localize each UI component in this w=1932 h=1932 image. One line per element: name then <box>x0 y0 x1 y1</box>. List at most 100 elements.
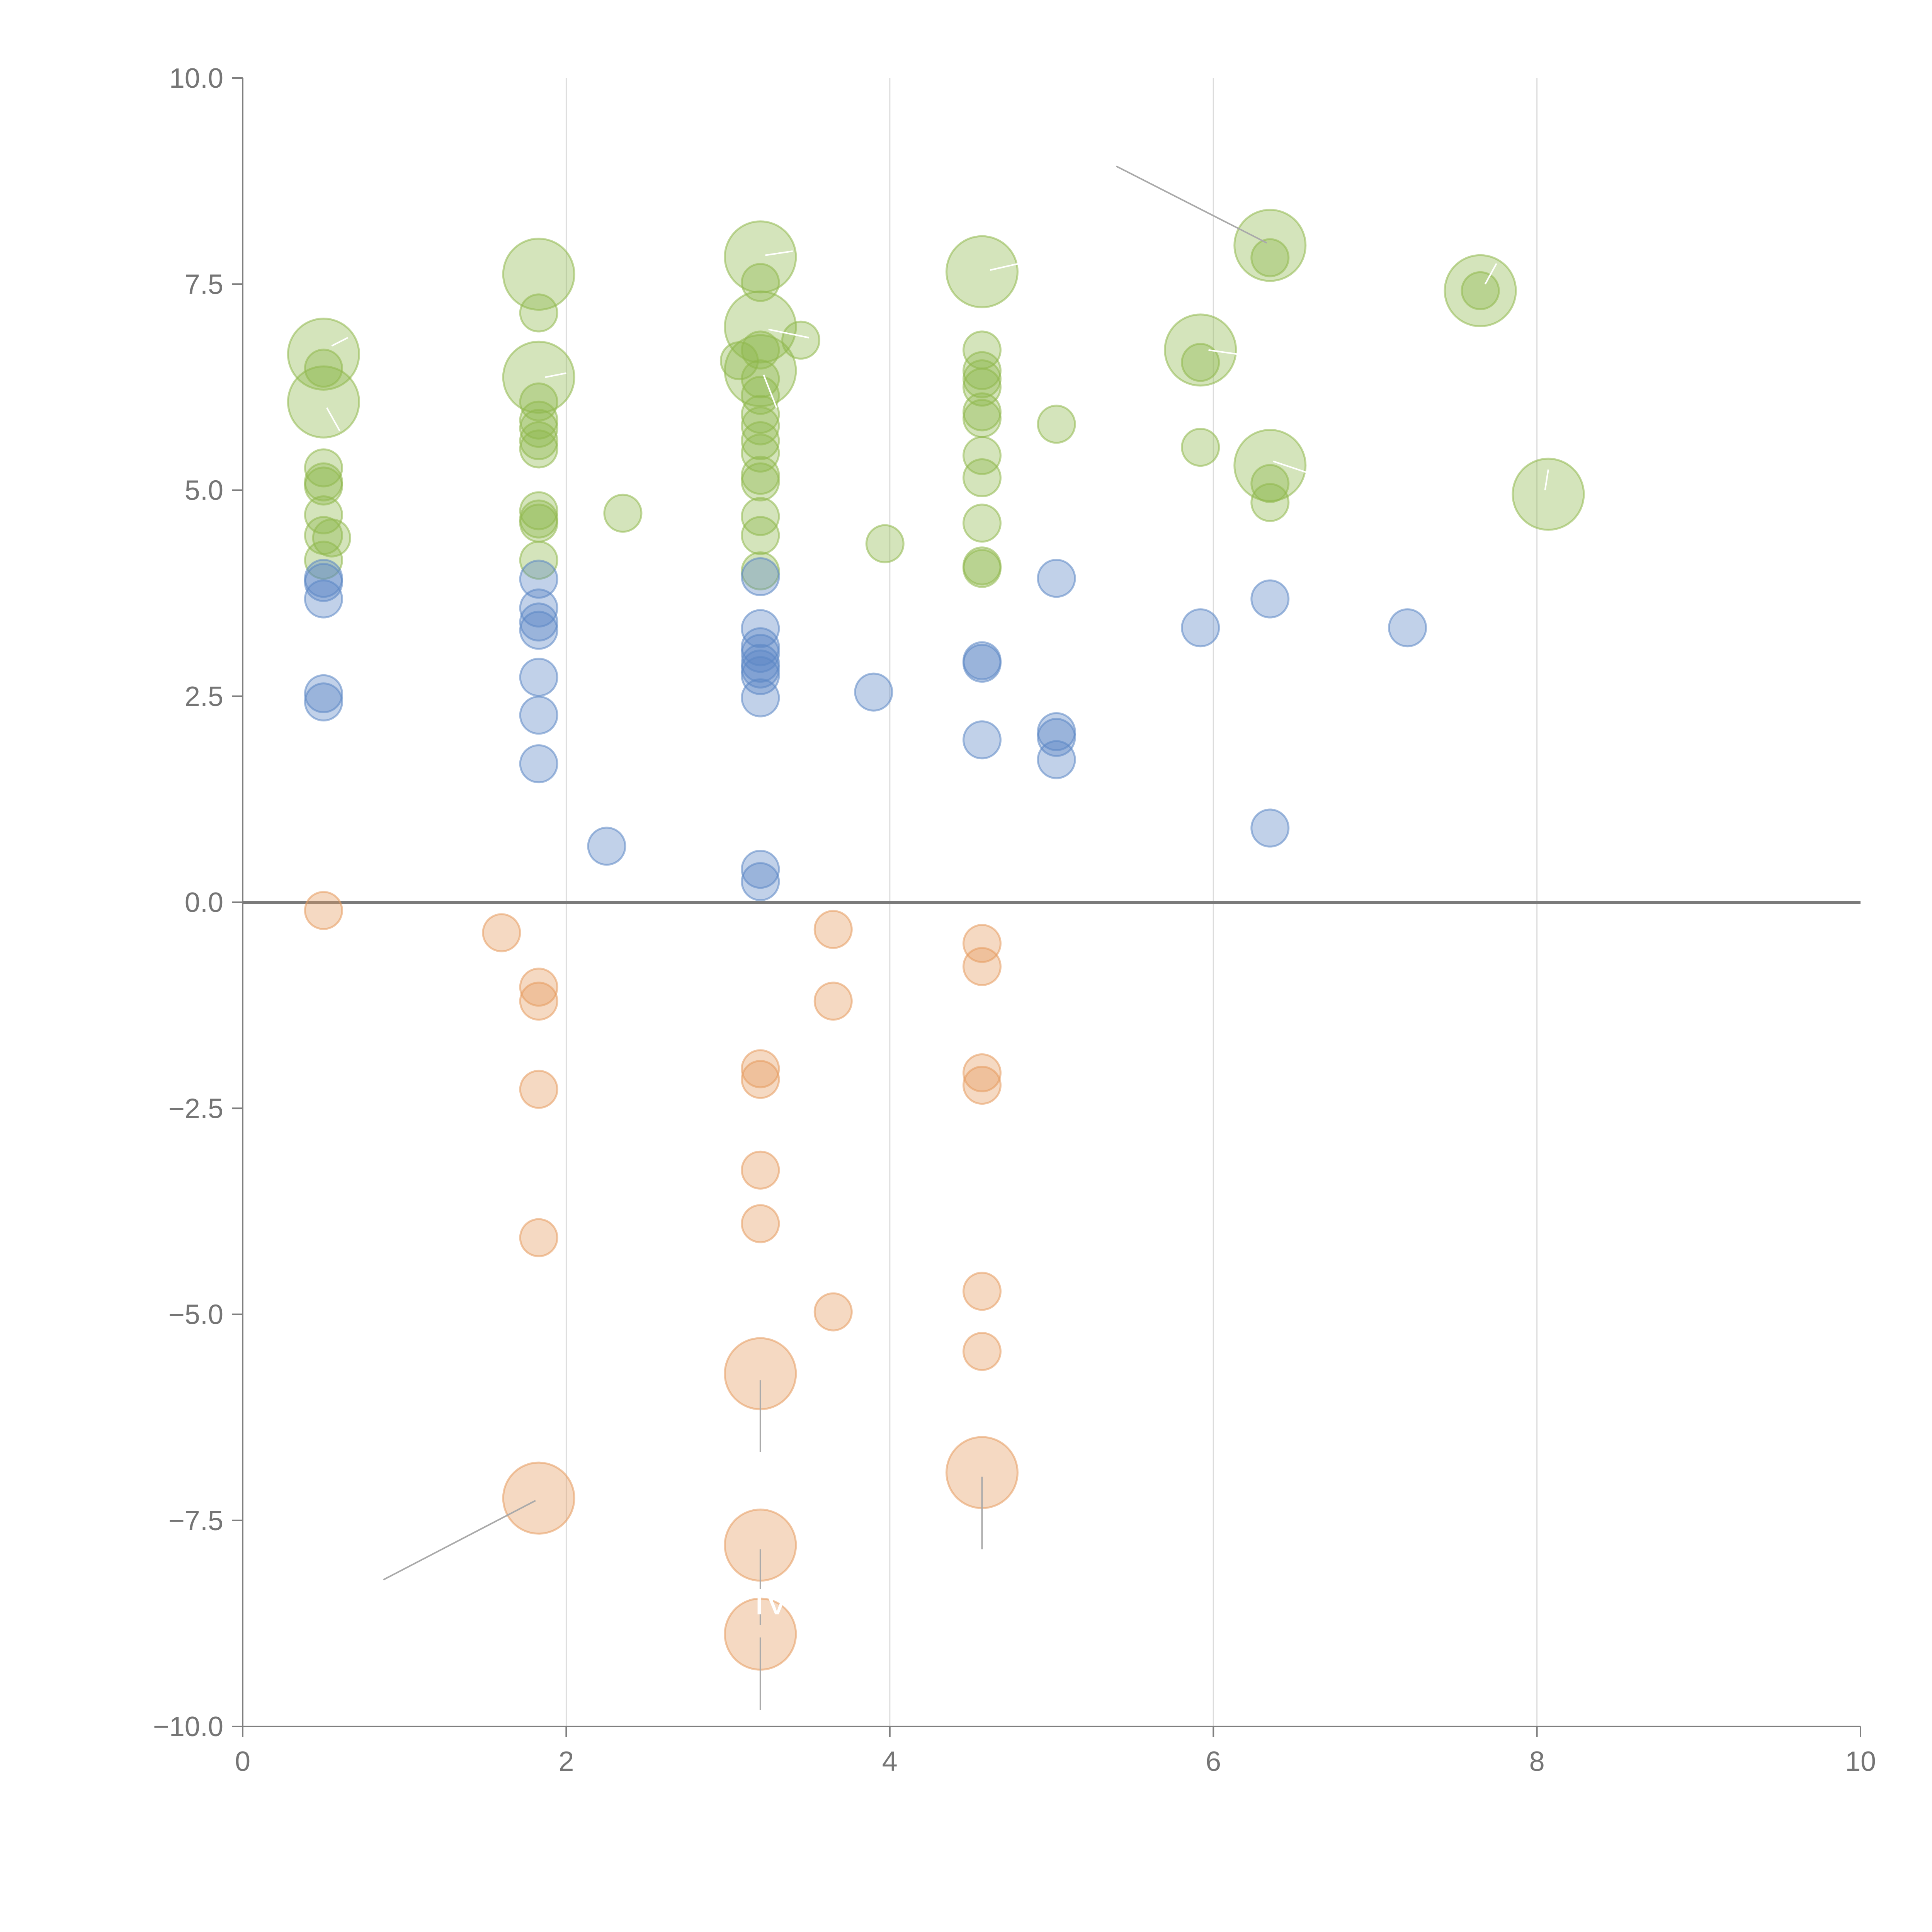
leader-line <box>326 407 340 431</box>
bubble-green <box>865 524 905 563</box>
bubble-blue <box>1037 559 1076 598</box>
bubble-blue <box>1250 808 1290 848</box>
bubble-green <box>781 320 821 360</box>
bubble-orange <box>962 1053 1002 1093</box>
annotation-label: IV <box>754 1581 789 1622</box>
leader-line <box>1273 460 1311 474</box>
bubble-green <box>304 466 343 506</box>
bubble-green <box>962 399 1002 438</box>
axes: 10.0 7.5 5.0 2.5 0.0 −2.5 −5.0 −7.5 −10.0 0 2 4 6 8 10 <box>153 63 1876 1777</box>
bubble-blue <box>587 827 626 866</box>
bubble-green <box>962 549 1002 588</box>
y-tick-label: −10.0 <box>153 1711 223 1742</box>
x-tick-label: 6 <box>1206 1746 1221 1777</box>
bubble-green <box>519 400 558 440</box>
bubble-blue <box>741 634 780 673</box>
leader-line <box>1208 349 1238 355</box>
bubble-green <box>741 330 780 370</box>
y-tick-label: 7.5 <box>185 269 223 300</box>
bubble-green <box>1461 271 1500 310</box>
bubble-green <box>1512 457 1585 531</box>
annotations: IV <box>754 1581 789 1622</box>
bubble-blue <box>519 696 558 735</box>
bubble-blue <box>741 862 780 901</box>
bubble-blue <box>1250 579 1290 619</box>
bubble-green <box>519 421 558 461</box>
bubble-orange <box>962 1066 1002 1105</box>
bubble-green <box>603 493 643 533</box>
bubbles <box>287 209 1585 1671</box>
bubble-blue <box>304 682 343 722</box>
leader-lines <box>326 165 1549 1710</box>
bubble-green <box>1037 405 1076 444</box>
bubble-orange <box>813 981 853 1021</box>
bubble-orange <box>741 1049 780 1088</box>
series-green <box>287 209 1585 591</box>
bubble-green <box>962 359 1002 399</box>
bubble-green <box>741 406 780 446</box>
y-tick-label: −7.5 <box>168 1505 223 1536</box>
bubble-blue <box>741 557 780 596</box>
bubble-orange <box>304 891 343 930</box>
bubble-green <box>741 462 780 502</box>
bubble-orange <box>502 1461 575 1535</box>
leader-line <box>1116 165 1267 244</box>
bubble-blue <box>741 850 780 889</box>
bubble-orange <box>741 1150 780 1190</box>
bubble-blue <box>304 563 343 602</box>
bubble-orange <box>962 924 1002 963</box>
bubble-green <box>1250 238 1290 277</box>
bubble-green <box>519 503 558 543</box>
bubble-blue <box>519 744 558 784</box>
bubble-orange <box>741 1204 780 1243</box>
bubble-green <box>519 491 558 531</box>
series-blue <box>304 557 1427 901</box>
bubble-green <box>741 434 780 473</box>
bubble-green <box>312 518 351 558</box>
x-tick-label: 2 <box>558 1746 574 1777</box>
bubble-green <box>304 349 343 388</box>
bubble-orange <box>519 968 558 1007</box>
bubble-orange <box>813 910 853 949</box>
bubble-green <box>962 503 1002 543</box>
bubble-blue <box>519 560 558 599</box>
bubble-green <box>519 409 558 448</box>
bubble-blue <box>519 602 558 642</box>
series-orange <box>304 891 1019 1671</box>
x-tick-label: 0 <box>235 1746 250 1777</box>
bubble-orange <box>519 1218 558 1257</box>
bubble-green <box>1444 254 1517 327</box>
bubble-green <box>741 516 780 555</box>
bubble-green <box>502 238 575 311</box>
bubble-orange <box>813 1292 853 1332</box>
bubble-blue <box>1037 718 1076 757</box>
bubble-blue <box>1037 740 1076 779</box>
bubble-blue <box>962 643 1002 683</box>
y-tick-label: 0.0 <box>185 887 223 918</box>
leader-line <box>331 337 349 347</box>
bubble-blue <box>854 672 893 712</box>
bubble-green <box>287 365 360 439</box>
bubble-orange <box>519 1070 558 1109</box>
bubble-green <box>519 429 558 469</box>
bubble-blue <box>519 611 558 650</box>
y-tick-label: −2.5 <box>168 1093 223 1124</box>
bubble-blue <box>962 720 1002 760</box>
leader-line <box>990 262 1020 271</box>
leader-line <box>768 328 809 338</box>
bubble-orange <box>482 913 521 952</box>
x-tick-label: 10 <box>1845 1746 1876 1777</box>
bubble-green <box>1181 428 1220 467</box>
leader-line <box>545 372 566 378</box>
bubble-green <box>962 458 1002 498</box>
bubble-blue <box>304 674 343 713</box>
bubble-green <box>741 421 780 461</box>
bubble-orange <box>741 1060 780 1099</box>
bubble-blue <box>1181 608 1220 648</box>
bubble-green <box>962 436 1002 475</box>
bubble-blue <box>519 658 558 697</box>
bubble-blue <box>519 588 558 628</box>
bubble-green <box>1250 483 1290 522</box>
y-tick-label: −5.0 <box>168 1299 223 1330</box>
